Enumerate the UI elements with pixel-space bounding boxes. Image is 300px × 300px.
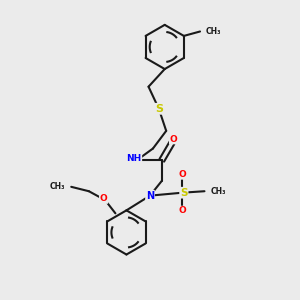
Text: S: S: [180, 188, 188, 198]
Text: CH₃: CH₃: [211, 187, 226, 196]
Text: N: N: [146, 190, 154, 201]
Text: CH₃: CH₃: [49, 182, 65, 191]
Text: O: O: [100, 194, 107, 203]
Text: CH₃: CH₃: [205, 27, 221, 36]
Text: O: O: [178, 206, 186, 215]
Text: NH: NH: [126, 154, 141, 163]
Text: S: S: [155, 104, 163, 114]
Text: O: O: [170, 135, 177, 144]
Text: O: O: [178, 170, 186, 179]
